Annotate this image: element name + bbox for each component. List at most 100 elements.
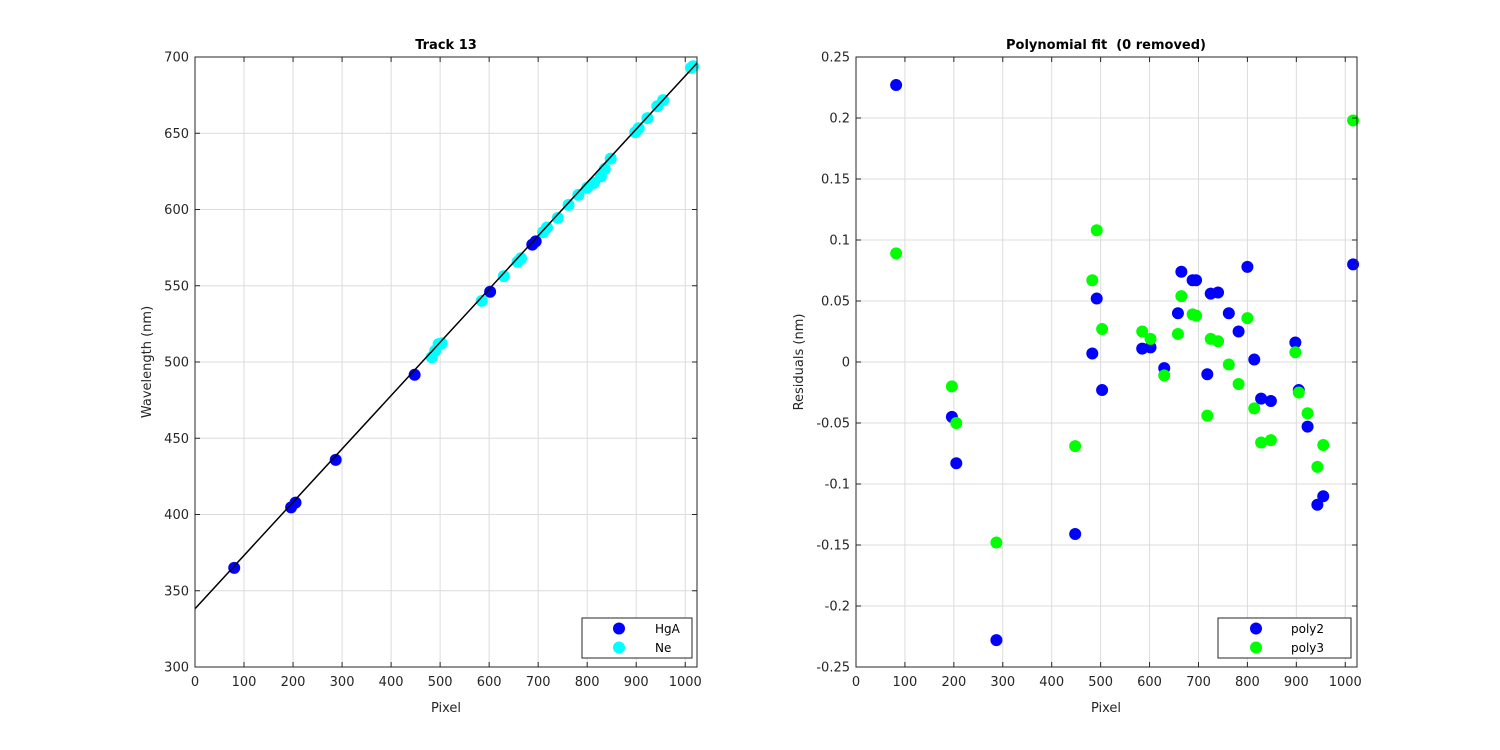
calibration-legend: HgA Ne — [581, 617, 693, 659]
calibration-y-tick-label: 300 — [164, 661, 189, 676]
residuals-point-poly2 — [1248, 353, 1261, 366]
legend-label-hga: HgA — [655, 622, 681, 636]
residuals-point-poly3 — [1222, 358, 1235, 371]
residuals-point-poly3 — [1136, 325, 1149, 338]
calibration-point-hga — [484, 285, 497, 298]
residuals-point-poly2 — [1090, 292, 1103, 305]
calibration-y-tick-label: 400 — [164, 508, 189, 523]
residuals-point-poly3 — [890, 247, 903, 260]
residuals-x-tick-label: 600 — [1137, 675, 1162, 690]
residuals-ticks: 0 100 200 300 400 500 600 700 800 900 1000 -0.25 -0.… — [816, 51, 1361, 691]
calibration-y-axis-label: Wavelength (nm) — [140, 306, 155, 418]
calibration-point-ne — [562, 198, 575, 211]
residuals-point-poly2 — [1289, 336, 1302, 349]
residuals-x-tick-label: 400 — [1039, 675, 1064, 690]
residuals-point-poly2 — [1201, 368, 1214, 381]
calibration-point-ne — [632, 122, 645, 135]
calibration-x-tick-label: 800 — [575, 675, 600, 690]
residuals-point-poly2 — [1175, 265, 1188, 278]
residuals-x-tick-label: 700 — [1186, 675, 1211, 690]
calibration-x-tick-label: 200 — [281, 675, 306, 690]
calibration-point-hga — [289, 496, 302, 509]
residuals-y-tick-label: -0.25 — [816, 661, 850, 676]
calibration-point-ne — [515, 252, 528, 265]
residuals-point-poly2 — [1347, 258, 1360, 271]
residuals-point-poly3 — [1289, 346, 1302, 359]
residuals-point-poly3 — [1248, 402, 1261, 415]
legend-label-ne: Ne — [655, 641, 671, 655]
residuals-legend: poly2 poly3 — [1217, 617, 1352, 659]
residuals-point-poly2 — [1190, 274, 1203, 287]
residuals-point-poly2 — [950, 457, 963, 470]
residuals-point-poly2 — [1144, 341, 1157, 354]
residuals-point-poly2 — [1222, 307, 1235, 320]
legend-marker-ne — [613, 641, 625, 654]
calibration-fit-line — [194, 62, 698, 610]
calibration-ticks: 0 100 200 300 400 500 600 700 800 900 1000 300 350 40… — [164, 51, 702, 691]
residuals-point-poly3 — [1347, 114, 1360, 127]
calibration-y-tick-label: 450 — [164, 432, 189, 447]
calibration-x-axis-label: Pixel — [431, 701, 461, 716]
residuals-point-poly2 — [1301, 420, 1314, 433]
residuals-point-poly3 — [1301, 407, 1314, 420]
residuals-x-tick-label: 300 — [990, 675, 1015, 690]
residuals-y-tick-label: -0.15 — [816, 539, 850, 554]
legend-marker-hga — [613, 622, 625, 635]
residuals-point-poly2 — [1171, 307, 1184, 320]
residuals-point-poly3 — [1292, 386, 1305, 399]
residuals-y-tick-label: -0.05 — [816, 417, 850, 432]
legend-marker-poly2 — [1250, 622, 1262, 635]
residuals-y-tick-label: 0.25 — [821, 51, 850, 66]
residuals-point-poly3 — [1158, 369, 1171, 382]
calibration-y-tick-label: 700 — [164, 51, 189, 66]
residuals-point-poly3 — [1264, 434, 1277, 447]
residuals-y-tick-label: -0.2 — [825, 600, 850, 615]
residuals-point-poly3 — [1090, 224, 1103, 237]
calibration-y-tick-label: 500 — [164, 356, 189, 371]
calibration-point-ne — [572, 188, 585, 201]
residuals-point-poly3 — [1311, 460, 1324, 473]
calibration-x-tick-label: 400 — [379, 675, 404, 690]
residuals-point-poly2 — [1264, 395, 1277, 408]
calibration-y-tick-label: 550 — [164, 279, 189, 294]
residuals-x-tick-label: 900 — [1284, 675, 1309, 690]
residuals-point-poly3 — [945, 380, 958, 393]
calibration-x-tick-label: 700 — [526, 675, 551, 690]
residuals-y-tick-label: 0.15 — [821, 173, 850, 188]
residuals-point-poly3 — [1171, 327, 1184, 340]
calibration-point-ne — [497, 270, 510, 283]
residuals-point-poly3 — [1255, 436, 1268, 449]
residuals-x-tick-label: 100 — [893, 675, 918, 690]
residuals-point-poly2 — [1212, 286, 1225, 299]
residuals-x-tick-label: 200 — [941, 675, 966, 690]
residuals-y-tick-label: 0.05 — [821, 295, 850, 310]
residuals-point-poly2 — [890, 79, 903, 92]
residuals-point-poly2 — [990, 634, 1003, 647]
legend-marker-poly3 — [1250, 641, 1262, 654]
residuals-point-poly3 — [1190, 309, 1203, 322]
calibration-marks — [194, 60, 700, 610]
calibration-point-ne — [551, 211, 564, 224]
residuals-point-poly3 — [1175, 290, 1188, 303]
calibration-x-tick-label: 300 — [330, 675, 355, 690]
residuals-point-poly3 — [1201, 409, 1214, 422]
calibration-x-tick-label: 0 — [191, 675, 199, 690]
residuals-point-poly2 — [1086, 347, 1099, 360]
calibration-point-hga — [529, 235, 542, 248]
residuals-point-poly2 — [1241, 260, 1254, 273]
residuals-y-tick-label: 0.1 — [829, 234, 850, 249]
residuals-point-poly2 — [1317, 490, 1330, 503]
residuals-x-tick-label: 0 — [852, 675, 860, 690]
calibration-point-ne — [604, 152, 617, 165]
residuals-x-tick-label: 1000 — [1329, 675, 1362, 690]
residuals-point-poly3 — [1241, 312, 1254, 325]
residuals-y-tick-label: 0.2 — [829, 112, 850, 127]
residuals-marks — [890, 79, 1360, 647]
residuals-legend-box — [1217, 617, 1352, 659]
calibration-y-tick-label: 650 — [164, 127, 189, 142]
residuals-point-poly3 — [1086, 274, 1099, 287]
residuals-point-poly3 — [1232, 377, 1245, 390]
calibration-point-hga — [228, 561, 241, 574]
residuals-x-tick-label: 500 — [1088, 675, 1113, 690]
